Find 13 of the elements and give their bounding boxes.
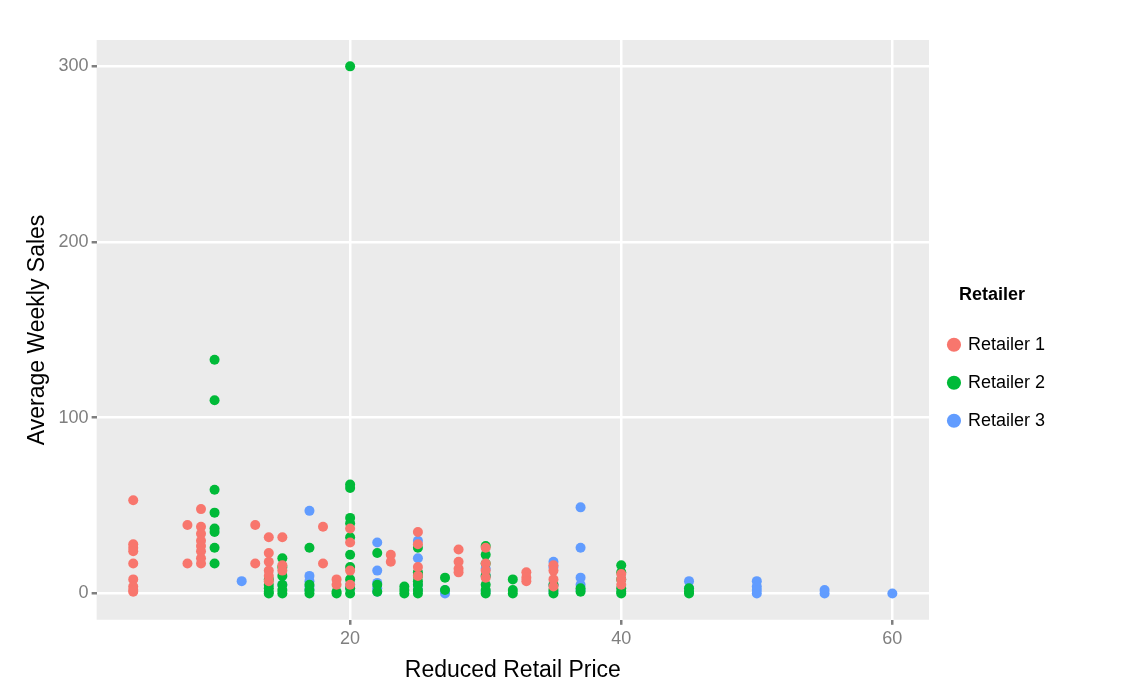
- x-axis-title: Reduced Retail Price: [404, 655, 621, 682]
- y-axis-title: Average Weekly Sales: [23, 214, 50, 446]
- legend-title: Retailer: [958, 284, 1026, 305]
- x-tick-label: 60: [882, 627, 903, 648]
- x-tick-label: 40: [611, 627, 632, 648]
- legend-label: Retailer 2: [967, 371, 1046, 392]
- legend-label: Retailer 3: [967, 409, 1046, 430]
- legend-label: Retailer 1: [967, 333, 1046, 354]
- x-tick-label: 20: [340, 627, 361, 648]
- y-tick-label: 300: [58, 55, 89, 76]
- y-tick-label: 200: [58, 231, 89, 252]
- y-tick-label: 0: [78, 582, 89, 603]
- y-tick-label: 100: [58, 406, 89, 427]
